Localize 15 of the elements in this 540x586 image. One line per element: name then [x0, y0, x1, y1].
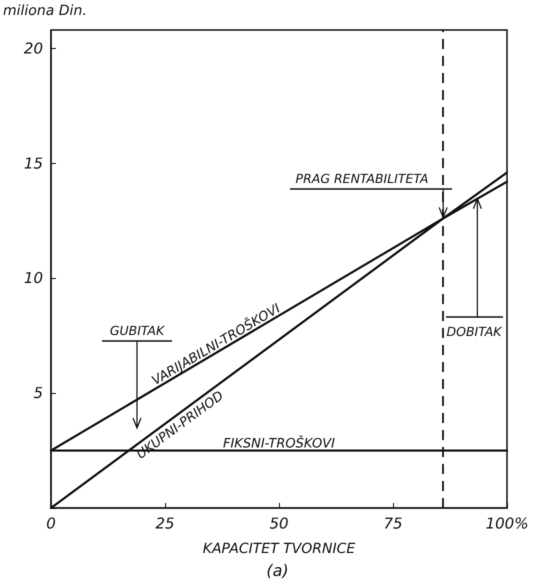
text: (a) — [266, 561, 289, 580]
x-tick-label: 25 — [155, 514, 175, 532]
x-tick-label: 0 — [46, 514, 56, 532]
y-tick-label: 15 — [24, 154, 43, 172]
x-tick-label: 100% — [486, 514, 528, 532]
series-label: FIKSNI-TROŠKOVI — [223, 434, 336, 452]
x-tick-label: 75 — [383, 514, 403, 532]
x-axis-title: KAPACITET TVORNICE — [202, 541, 356, 557]
y-tick-label: 10 — [24, 269, 43, 288]
y-axis-title: miliona Din. — [3, 3, 87, 19]
x-tick-label: 50 — [269, 514, 289, 532]
annotation: DOBITAK — [446, 324, 504, 339]
y-tick-label: 20 — [24, 39, 43, 58]
y-tick-label: 5 — [33, 384, 43, 402]
annotation: PRAG RENTABILITETA — [296, 171, 428, 186]
